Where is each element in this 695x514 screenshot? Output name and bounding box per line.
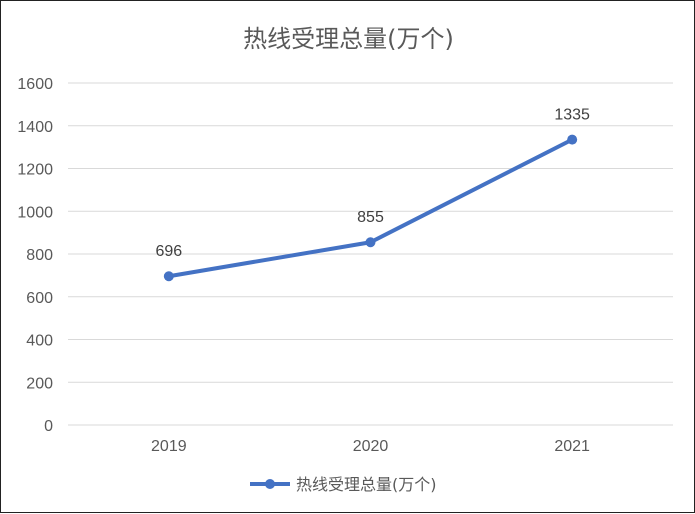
chart-title: 热线受理总量(万个) [243,25,454,53]
data-label: 855 [357,209,384,226]
data-point [365,237,376,248]
x-tick-label: 2019 [151,438,187,455]
data-label: 696 [155,243,182,260]
grid-lines [68,82,673,426]
x-tick-label: 2021 [554,438,590,455]
y-axis-ticks: 0 200 400 600 800 1000 1200 1400 1600 [17,76,53,435]
x-axis-ticks: 2019 2020 2021 [151,438,590,455]
legend-point-marker [265,479,275,489]
y-tick-label: 0 [44,418,53,435]
y-tick-label: 1400 [17,119,53,136]
data-labels: 696 855 1335 [155,107,590,261]
series-points [163,134,578,282]
data-point [163,271,174,282]
y-tick-label: 1600 [17,76,53,93]
y-tick-label: 1200 [17,162,53,179]
y-tick-label: 400 [26,333,53,350]
data-point [567,134,578,145]
series-lines [166,137,575,279]
legend-entry: 热线受理总量(万个) [296,475,437,494]
x-tick-label: 2020 [353,438,389,455]
y-tick-label: 600 [26,290,53,307]
legend: 热线受理总量(万个) [250,475,437,494]
data-label: 1335 [554,107,590,124]
series-line [166,137,575,279]
y-tick-label: 200 [26,375,53,392]
y-tick-label: 800 [26,247,53,264]
y-tick-label: 1000 [17,204,53,221]
